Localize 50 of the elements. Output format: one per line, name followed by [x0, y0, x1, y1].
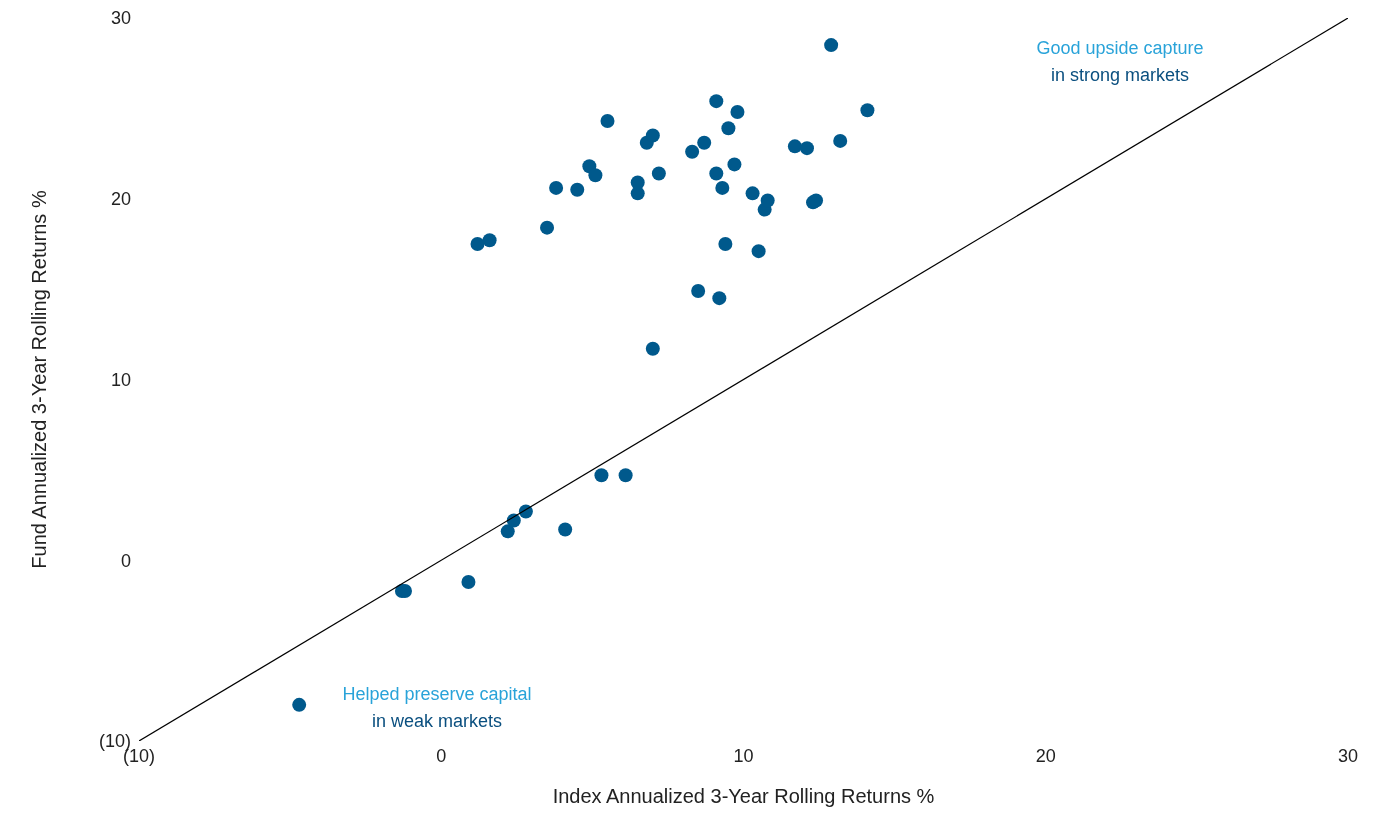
point: [691, 283, 706, 298]
x-tick-label: 10: [733, 745, 754, 766]
point: [697, 135, 712, 150]
point: [618, 468, 633, 483]
point: [600, 114, 615, 129]
point: [651, 166, 666, 181]
point: [833, 133, 848, 148]
point: [751, 244, 766, 259]
point: [715, 180, 730, 195]
x-axis-title: Index Annualized 3-Year Rolling Returns %: [552, 785, 935, 807]
point: [709, 94, 724, 109]
point: [824, 38, 839, 53]
point: [588, 168, 603, 183]
point: [645, 128, 660, 143]
point: [594, 468, 609, 483]
point: [685, 144, 700, 159]
y-tick-label: 30: [110, 8, 131, 29]
y-tick-label: 10: [110, 369, 131, 390]
point: [730, 104, 745, 119]
annotation: in strong markets: [1049, 65, 1191, 86]
y-axis-title: Fund Annualized 3-Year Rolling Returns %: [28, 190, 51, 569]
point: [292, 697, 307, 712]
x-tick-label: 20: [1035, 745, 1056, 766]
annotation: Helped preserve capital: [341, 684, 533, 705]
point: [470, 236, 485, 251]
point: [799, 141, 814, 156]
point: [630, 175, 645, 190]
point: [760, 193, 775, 208]
annotation: in weak markets: [370, 711, 503, 732]
point: [558, 522, 573, 537]
point: [727, 157, 742, 172]
y-tick-label: 0: [120, 550, 131, 571]
point: [745, 186, 760, 201]
point: [709, 166, 724, 181]
point: [549, 180, 564, 195]
point: [500, 524, 515, 539]
point: [787, 139, 802, 154]
point: [712, 291, 727, 306]
point: [860, 103, 875, 118]
point: [721, 121, 736, 136]
x-tick-label: 0: [436, 745, 447, 766]
y-tick-label: 20: [110, 189, 131, 210]
annotation: Good upside capture: [1035, 38, 1205, 59]
point: [645, 341, 660, 356]
point: [482, 233, 497, 248]
x-tick-label: 30: [1337, 745, 1359, 766]
point: [570, 182, 585, 197]
point: [540, 220, 555, 235]
point: [718, 236, 733, 251]
point: [461, 574, 476, 589]
